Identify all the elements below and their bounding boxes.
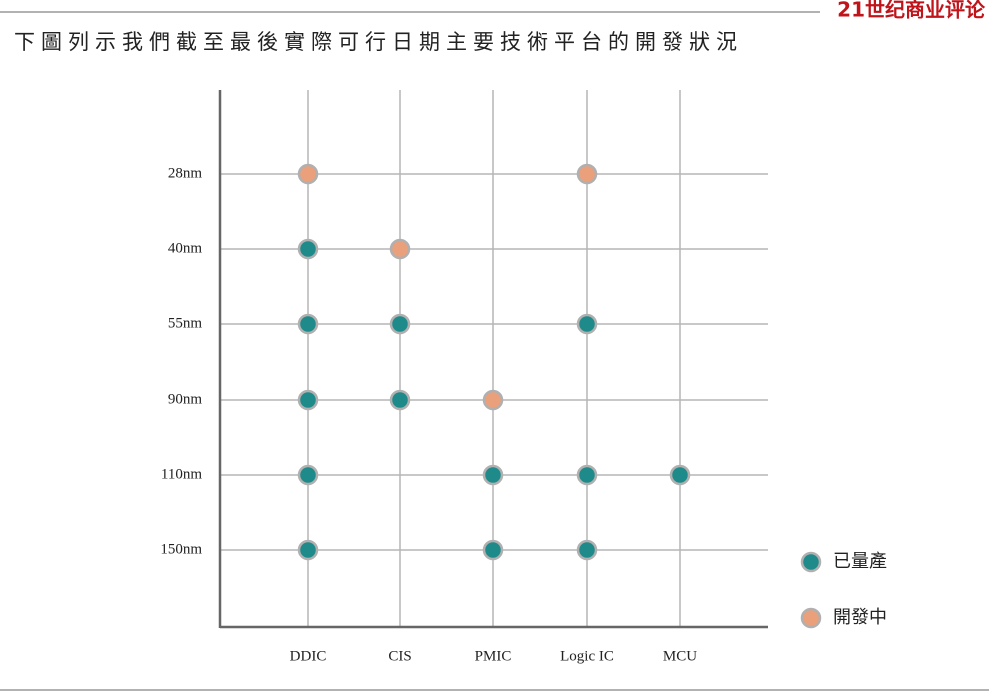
dot <box>389 313 411 335</box>
x-tick-label: DDIC <box>290 648 327 664</box>
dot <box>389 238 411 260</box>
y-tick-label: 28nm <box>168 165 203 181</box>
dot <box>389 389 411 411</box>
dot <box>576 539 598 561</box>
legend-swatch <box>800 551 822 573</box>
x-tick-label: Logic IC <box>560 648 614 664</box>
dot <box>482 389 504 411</box>
dot <box>576 313 598 335</box>
x-tick-label: CIS <box>388 648 411 664</box>
legend-label: 開發中 <box>833 607 887 628</box>
y-tick-label: 40nm <box>168 240 203 256</box>
dot <box>297 313 319 335</box>
chart-title: 下圖列示我們截至最後實際可行日期主要技術平台的開發狀況 <box>14 30 743 54</box>
legend-swatch <box>800 607 822 629</box>
dot <box>297 539 319 561</box>
x-tick-label: MCU <box>663 648 697 664</box>
dot <box>297 163 319 185</box>
dot <box>482 539 504 561</box>
y-tick-label: 110nm <box>161 466 202 482</box>
dot <box>669 464 691 486</box>
dot <box>482 464 504 486</box>
y-tick-label: 150nm <box>160 541 202 557</box>
dot <box>297 238 319 260</box>
legend-label: 已量產 <box>833 551 887 572</box>
x-tick-label: PMIC <box>475 648 512 664</box>
dot <box>576 163 598 185</box>
y-tick-label: 90nm <box>168 391 203 407</box>
dot <box>576 464 598 486</box>
dot <box>297 464 319 486</box>
dot <box>297 389 319 411</box>
y-tick-label: 55nm <box>168 315 203 331</box>
source-logo: 21世纪商业评论 <box>837 0 986 22</box>
